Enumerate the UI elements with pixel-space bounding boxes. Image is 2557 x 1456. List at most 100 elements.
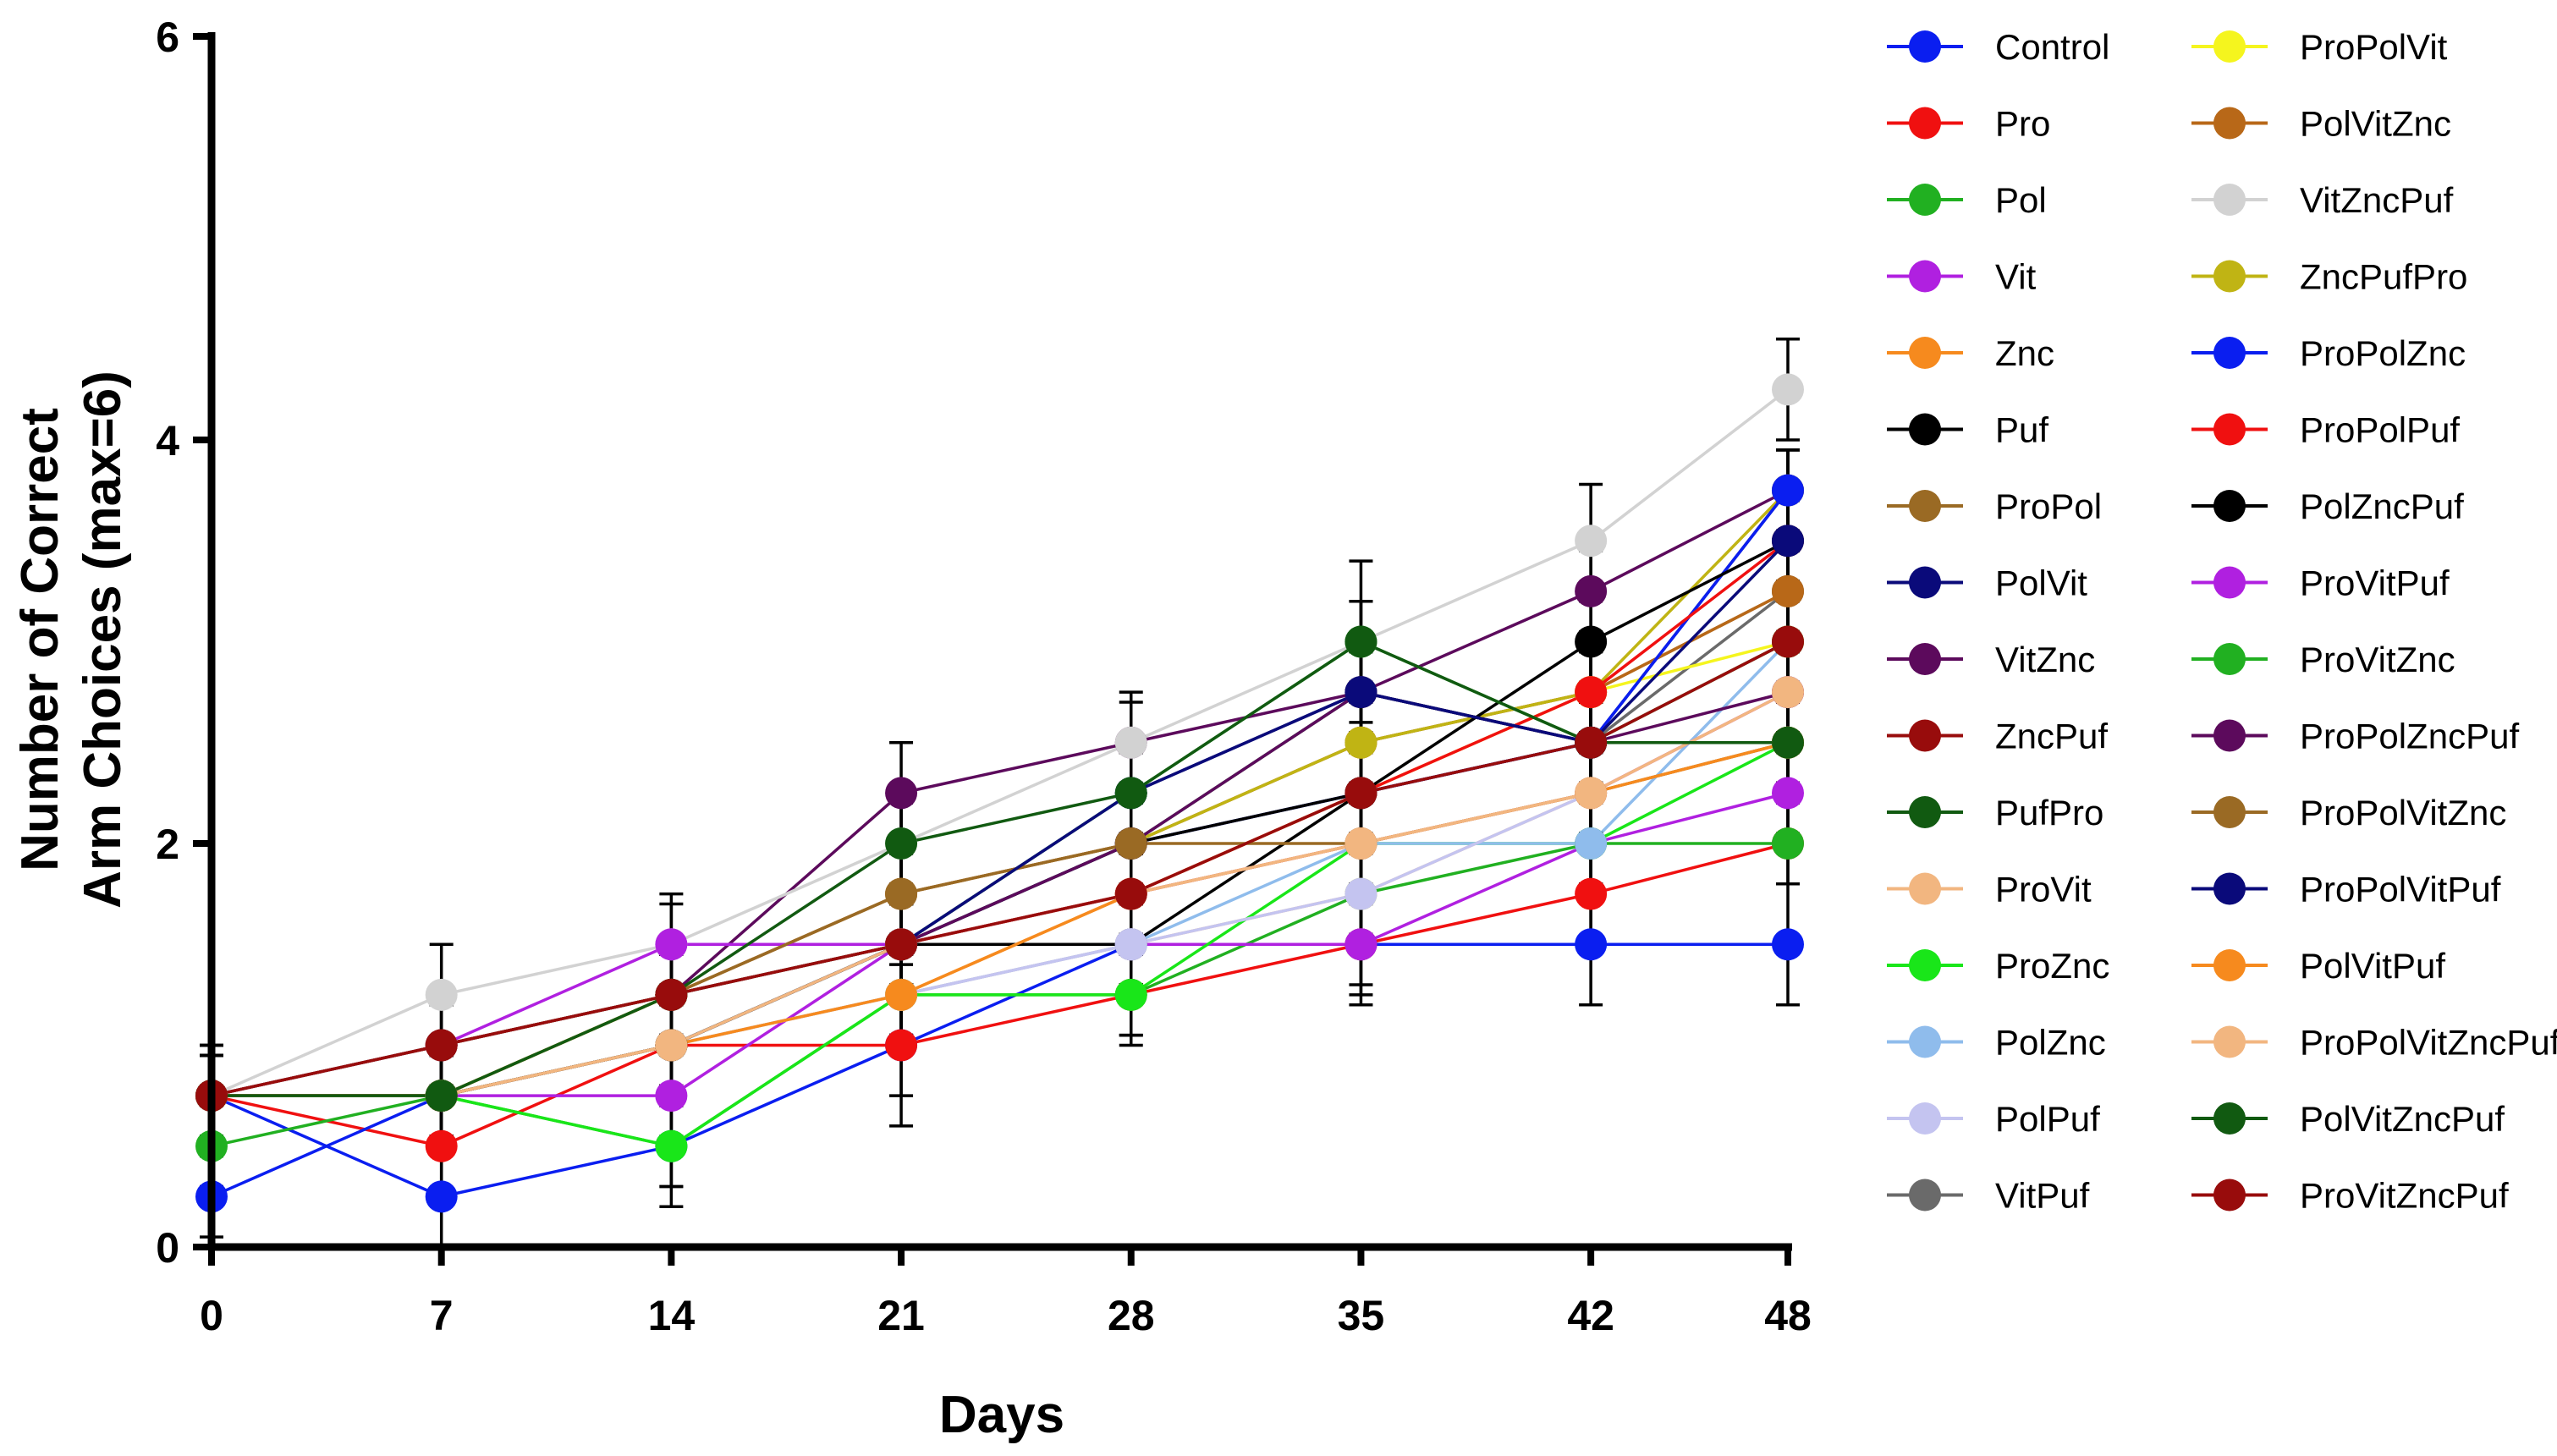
legend-swatch-marker — [2213, 107, 2246, 140]
legend-label: PolZnc — [1995, 1023, 2106, 1063]
data-point — [425, 1180, 458, 1213]
series-line — [211, 640, 1789, 1097]
x-tick-label: 48 — [1764, 1292, 1812, 1339]
legend-swatch-marker — [2213, 413, 2246, 446]
legend-item: ProZnc — [1887, 946, 2109, 986]
data-point — [1772, 928, 1804, 961]
y-axis-title-line1: Number of Correct — [11, 408, 69, 871]
legend-label: PolVit — [1995, 563, 2087, 603]
legend-swatch-marker — [1909, 1102, 1941, 1135]
data-point — [1575, 726, 1608, 759]
legend-label: ProPolZnc — [2300, 333, 2466, 373]
legend-swatch-marker — [2213, 490, 2246, 522]
data-point — [1575, 625, 1608, 658]
data-point — [1344, 625, 1377, 658]
legend-item: PolVitZncPuf — [2191, 1099, 2505, 1139]
legend-swatch-marker — [2213, 872, 2246, 905]
series-Puf — [200, 701, 1800, 1138]
data-point — [885, 827, 918, 860]
legend-swatch-marker — [2213, 949, 2246, 981]
series-PolPuf — [200, 701, 1800, 1138]
data-point — [1575, 777, 1608, 810]
series-line — [211, 842, 1789, 1148]
data-point — [1575, 525, 1608, 558]
legend-swatch-marker — [2213, 643, 2246, 675]
data-point — [425, 1129, 458, 1162]
legend-label: ZncPufPro — [2300, 257, 2467, 297]
legend-label: ProPolVitZnc — [2300, 793, 2506, 832]
legend-item: PolPuf — [1887, 1099, 2100, 1139]
legend-label: ProPolZncPuf — [2300, 717, 2519, 756]
legend-label: Pol — [1995, 180, 2047, 220]
data-point — [1772, 827, 1804, 860]
data-point — [1344, 726, 1377, 759]
legend-item: ProVitPuf — [2191, 563, 2450, 603]
legend-label: PufPro — [1995, 793, 2103, 832]
legend-item: ProPolPuf — [2191, 410, 2460, 450]
legend-swatch-marker — [1909, 1179, 1941, 1212]
data-point — [1114, 928, 1147, 961]
legend-swatch-marker — [2213, 1025, 2246, 1058]
legend-label: ProPolVitPuf — [2300, 870, 2501, 909]
data-point — [1772, 625, 1804, 658]
legend-swatch-marker — [2213, 566, 2246, 599]
legend-label: PolVitPuf — [2300, 946, 2445, 986]
series-line — [212, 540, 1790, 1097]
legend-item: Pol — [1887, 180, 2047, 220]
legend-label: PolVitZncPuf — [2300, 1099, 2505, 1139]
data-point — [655, 1029, 688, 1062]
data-point — [885, 877, 918, 910]
data-point — [1575, 928, 1608, 961]
legend-swatch-marker — [2213, 1179, 2246, 1212]
legend-item: Puf — [1887, 410, 2048, 450]
series-line — [212, 640, 1788, 1097]
data-point — [655, 928, 688, 961]
legend-swatch-marker — [1909, 566, 1941, 599]
legend-swatch-marker — [1909, 337, 1941, 369]
data-point — [1344, 928, 1377, 961]
legend-label: PolZncPuf — [2300, 486, 2464, 526]
data-point — [1772, 676, 1804, 709]
legend-swatch-marker — [1909, 872, 1941, 905]
legend-label: ProPolVit — [2300, 27, 2448, 67]
legend-label: VitZncPuf — [2300, 180, 2454, 220]
axis-ticks: 0 7 14 21 28 35 42 48 0 2 4 6 — [156, 14, 1812, 1339]
legend-swatch-marker — [1909, 796, 1941, 828]
data-point — [425, 978, 458, 1011]
legend-item: ProPolZnc — [2191, 333, 2466, 373]
legend-label: VitZnc — [1995, 640, 2095, 679]
legend-swatch-marker — [1909, 949, 1941, 981]
data-point — [1772, 574, 1804, 607]
x-tick-label: 14 — [648, 1292, 696, 1339]
legend-label: Puf — [1995, 410, 2048, 450]
legend-item: PolZnc — [1887, 1023, 2106, 1063]
legend-label: ProVitPuf — [2300, 563, 2450, 603]
y-axis-title: Number of Correct Arm Choices (max=6) — [11, 371, 132, 909]
data-point — [1114, 877, 1147, 910]
data-point — [425, 1029, 458, 1062]
legend-item: VitZnc — [1887, 640, 2095, 679]
legend-item: PolZncPuf — [2191, 486, 2464, 526]
legend-swatch-marker — [1909, 1025, 1941, 1058]
legend-item: ProPolVitPuf — [2191, 870, 2501, 909]
y-axis-title-line2: Arm Choices (max=6) — [74, 371, 132, 909]
legend-swatch-marker — [2213, 30, 2246, 63]
x-axis-title: Days — [939, 1386, 1064, 1444]
data-point — [1575, 827, 1608, 860]
legend-label: Vit — [1995, 257, 2037, 297]
series-ProPolVitZncPuf — [200, 650, 1800, 1138]
legend-swatch-marker — [2213, 796, 2246, 828]
data-point — [1575, 574, 1608, 607]
legend-swatch-marker — [1909, 490, 1941, 522]
series-ProVitPuf — [200, 650, 1800, 1138]
data-point — [1575, 676, 1608, 709]
x-tick-label: 21 — [877, 1292, 925, 1339]
data-point — [655, 978, 688, 1011]
legend-label: ProVitZnc — [2300, 640, 2455, 679]
legend-swatch-marker — [2213, 260, 2246, 293]
data-point — [1772, 525, 1804, 558]
series-PolVitPuf — [200, 701, 1800, 1138]
legend-item: VitZncPuf — [2191, 180, 2454, 220]
markers-Control — [195, 928, 1804, 1213]
